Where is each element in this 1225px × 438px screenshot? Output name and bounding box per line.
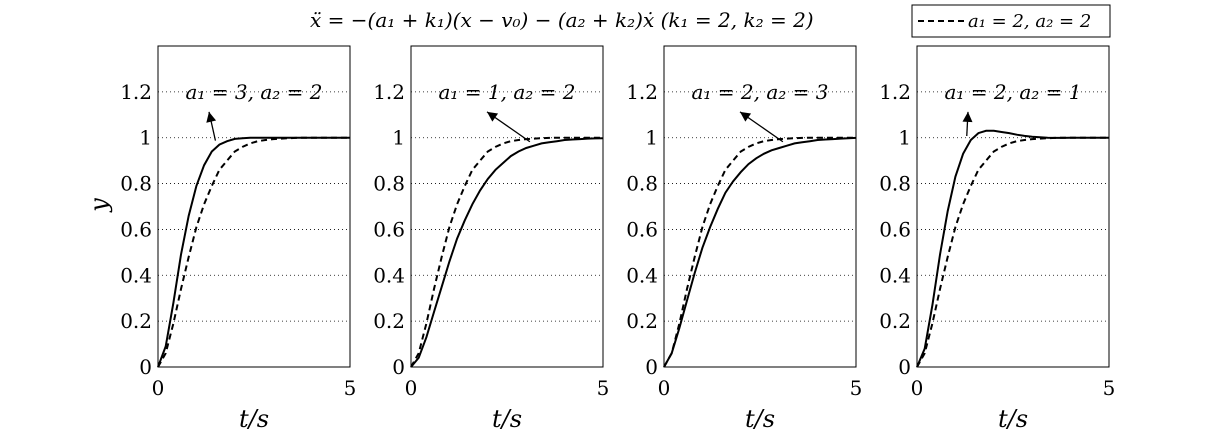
annotation-arrow-head (962, 111, 973, 123)
y-tick-label: 0.6 (626, 217, 658, 241)
y-tick-label: 0.4 (626, 263, 658, 287)
legend-label-baseline: a₁ = 2, a₂ = 2 (968, 11, 1091, 32)
panel-4: 0 0.2 0.4 0.6 0.8 1 1.2 0 5 t/s a₁ = 2, a₂ = 1 (879, 45, 1116, 433)
y-tick-label: 0 (898, 355, 911, 379)
y-tick-label: 1 (645, 126, 658, 150)
plot-frame (410, 45, 604, 368)
y-tick-label: 0 (392, 355, 405, 379)
y-tick-label: 0.4 (879, 263, 911, 287)
x-tick-label: 0 (658, 376, 671, 400)
y-tick-label: 0.4 (373, 263, 405, 287)
series-line-varied (663, 136, 857, 368)
plot-frame (663, 45, 857, 368)
y-tick-label: 1.2 (120, 80, 152, 104)
annotation-arrow-head (740, 111, 752, 122)
series-line-baseline (663, 136, 856, 368)
legend-box (911, 4, 1111, 38)
y-tick-label: 0.8 (373, 172, 405, 196)
series-line-varied (410, 137, 604, 368)
chart-title: ẍ = −(a₁ + k₁)(x − v₀) − (a₂ + k₂)ẋ (k₁ … (310, 8, 814, 32)
x-tick-label: 0 (911, 376, 924, 400)
y-tick-label: 0.2 (879, 309, 911, 333)
series-line-varied (157, 136, 350, 368)
y-tick-label: 0.2 (373, 309, 405, 333)
y-tick-label: 0.4 (120, 263, 152, 287)
series-line-varied (916, 129, 1109, 368)
panel-1: 0 0.2 0.4 0.6 0.8 1 1.2 0 5 t/s a₁ = 3, a₂ = 2 (120, 45, 357, 433)
y-tick-label: 0.8 (879, 172, 911, 196)
plot-frame (157, 45, 351, 368)
annotation-arrow-head (206, 111, 217, 123)
plot-frame (916, 45, 1110, 368)
y-axis-label: y (85, 198, 113, 213)
annotation-arrow-head (487, 111, 499, 122)
x-axis-label: t/s (239, 405, 269, 433)
legend: a₁ = 2, a₂ = 2 (911, 4, 1111, 38)
y-tick-label: 0.2 (120, 309, 152, 333)
y-tick-label: 1.2 (626, 80, 658, 104)
y-tick-label: 0 (645, 355, 658, 379)
y-tick-label: 0.6 (120, 217, 152, 241)
y-tick-label: 0.6 (879, 217, 911, 241)
x-axis-label: t/s (745, 405, 775, 433)
series-line-baseline (410, 136, 603, 368)
y-tick-label: 1 (898, 126, 911, 150)
annotation-label: a₁ = 2, a₂ = 1 (945, 80, 1082, 104)
x-axis-label: t/s (492, 405, 522, 433)
annotation-label: a₁ = 3, a₂ = 2 (186, 80, 323, 104)
x-tick-label: 0 (152, 376, 165, 400)
y-tick-label: 1 (139, 126, 152, 150)
x-tick-label: 5 (597, 376, 610, 400)
y-tick-label: 1.2 (879, 80, 911, 104)
x-tick-label: 5 (1103, 376, 1116, 400)
panel-3: 0 0.2 0.4 0.6 0.8 1 1.2 0 5 t/s a₁ = 2, a₂ = 3 (626, 45, 863, 433)
y-tick-label: 0.2 (626, 309, 658, 333)
annotation-label: a₁ = 2, a₂ = 3 (692, 80, 829, 104)
y-tick-label: 1 (392, 126, 405, 150)
x-tick-label: 5 (344, 376, 357, 400)
y-tick-label: 1.2 (373, 80, 405, 104)
y-tick-label: 0.8 (120, 172, 152, 196)
annotation-label: a₁ = 1, a₂ = 2 (439, 80, 576, 104)
series-line-baseline (916, 136, 1109, 368)
panel-2: 0 0.2 0.4 0.6 0.8 1 1.2 0 5 t/s a₁ = 1, a₂ = 2 (373, 45, 610, 433)
y-tick-label: 0.8 (626, 172, 658, 196)
x-tick-label: 5 (850, 376, 863, 400)
y-tick-label: 0.6 (373, 217, 405, 241)
y-tick-label: 0 (139, 355, 152, 379)
series-line-baseline (157, 136, 350, 368)
x-axis-label: t/s (998, 405, 1028, 433)
x-tick-label: 0 (405, 376, 418, 400)
